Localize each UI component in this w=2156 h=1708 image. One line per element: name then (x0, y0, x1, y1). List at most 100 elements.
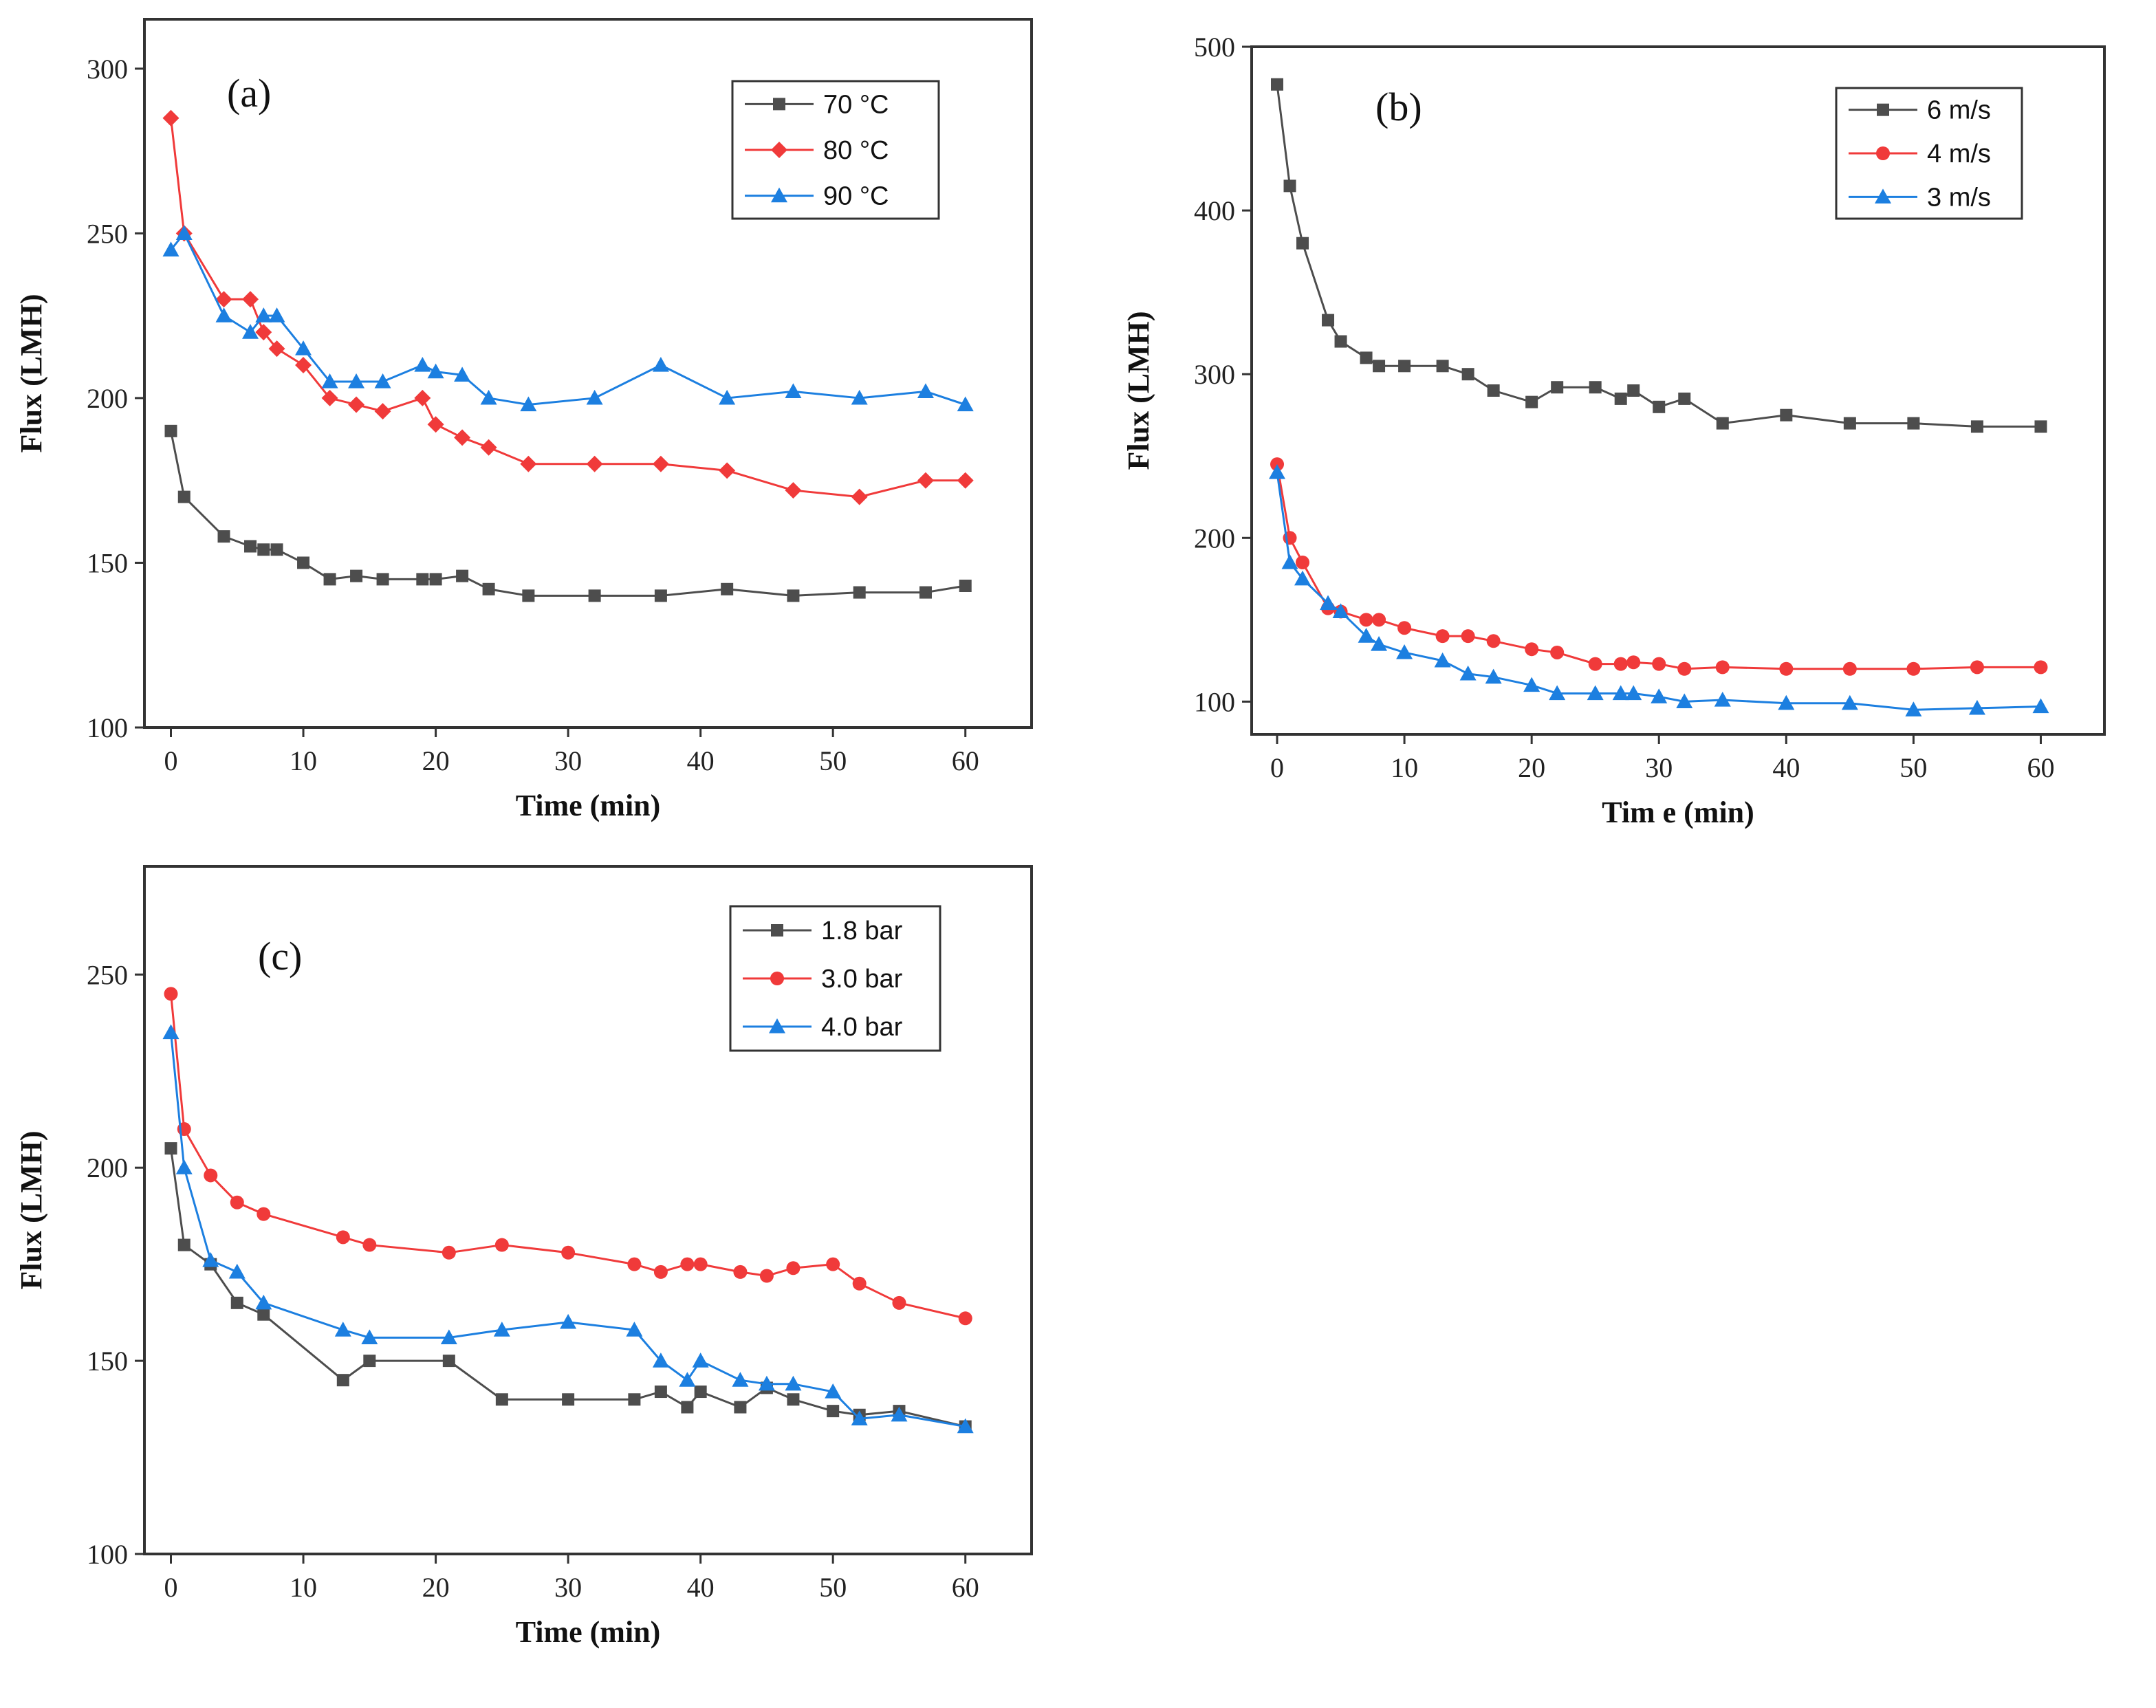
x-axis-title: Time (min) (516, 789, 661, 822)
x-tick-label: 30 (554, 745, 582, 776)
legend-marker (1875, 188, 1891, 204)
data-point (2032, 698, 2049, 714)
data-point (456, 569, 469, 582)
x-tick-label: 30 (554, 1572, 582, 1603)
legend-label: 70 °C (823, 90, 889, 119)
legend-label: 80 °C (823, 136, 889, 165)
legend-label: 6 m/s (1927, 96, 1991, 125)
y-tick-label: 150 (87, 1346, 128, 1377)
data-point (495, 1393, 508, 1406)
data-point (244, 540, 257, 553)
data-point (257, 543, 270, 556)
data-point (268, 340, 285, 358)
data-point (1715, 660, 1730, 675)
data-point (1485, 668, 1502, 684)
data-point (958, 1311, 972, 1326)
data-point (1525, 642, 1539, 657)
panel-b: 0 10 20 30 40 50 60 100 200 300 400 500 (b) Tim e (… (1122, 32, 2106, 829)
data-point (295, 340, 312, 355)
panel-c: 0 10 20 30 40 50 60 100 150 200 250 (c) Time (min)… (14, 865, 1033, 1649)
data-point (721, 582, 734, 595)
data-point (374, 373, 391, 388)
data-point (1676, 693, 1693, 708)
data-point (202, 1252, 219, 1267)
data-point (1525, 395, 1538, 408)
data-point (1970, 660, 1984, 675)
data-point (681, 1401, 694, 1414)
data-point (1296, 556, 1310, 569)
data-point (1359, 613, 1373, 627)
data-point (1780, 408, 1793, 421)
legend-marker (1876, 146, 1890, 160)
tick-group: 0 10 20 30 40 50 60 100 200 300 400 500 (1194, 32, 2054, 783)
data-point (1322, 314, 1335, 327)
y-tick-label: 300 (87, 54, 128, 85)
data-point (1842, 661, 1857, 676)
data-point (228, 1263, 246, 1279)
data-point (1296, 237, 1309, 250)
data-point (719, 462, 736, 479)
data-point (336, 1230, 350, 1245)
data-point (1588, 657, 1602, 671)
legend-marker (771, 187, 787, 203)
x-tick-label: 20 (422, 1572, 450, 1603)
data-point (177, 1238, 190, 1251)
y-tick-label: 300 (1194, 359, 1235, 390)
data-point (1332, 603, 1349, 619)
data-point (321, 389, 338, 406)
legend-marker (769, 1018, 785, 1033)
data-point (1523, 677, 1540, 692)
data-point (1778, 694, 1795, 710)
data-point (1970, 420, 1983, 433)
data-point (892, 1295, 906, 1310)
data-point (480, 439, 497, 456)
data-point (177, 490, 190, 503)
x-tick-label: 10 (1391, 752, 1418, 783)
data-point (586, 455, 603, 472)
data-point (255, 307, 272, 322)
legend: 1.8 bar 3.0 bar 4.0 bar (729, 905, 941, 1052)
data-point (957, 1418, 974, 1434)
data-point (175, 225, 193, 240)
data-point (1626, 655, 1641, 670)
data-point (336, 1374, 349, 1387)
data-point (1398, 360, 1411, 373)
plot-frame (143, 18, 1033, 729)
data-point (440, 1329, 457, 1344)
data-point (429, 573, 442, 586)
x-axis-title: Time (min) (516, 1615, 661, 1649)
data-point (853, 586, 866, 599)
x-tick-label: 50 (819, 745, 847, 776)
data-point (1435, 629, 1450, 644)
data-point (785, 1375, 802, 1391)
legend-label: 3.0 bar (821, 965, 903, 994)
data-point (270, 543, 283, 556)
data-point (268, 307, 285, 322)
legend: 70 °C 80 °C 90 °C (731, 80, 940, 220)
y-tick-label: 200 (87, 383, 128, 414)
data-point (162, 1024, 179, 1040)
data-point (586, 389, 603, 405)
data-point (427, 416, 444, 433)
data-point (257, 1207, 271, 1221)
tick-group: 0 10 20 30 40 50 60 100 150 200 250 300 (87, 54, 979, 776)
data-point (414, 357, 431, 372)
data-point (1651, 688, 1668, 703)
y-tick-label: 400 (1194, 195, 1235, 226)
x-tick-label: 40 (687, 745, 715, 776)
data-point (427, 363, 444, 379)
x-tick-label: 60 (952, 745, 979, 776)
x-tick-label: 0 (164, 745, 178, 776)
data-point (851, 1410, 868, 1425)
data-point (2034, 660, 2048, 675)
data-point (442, 1245, 456, 1260)
y-tick-label: 250 (87, 218, 128, 249)
data-point (442, 1355, 455, 1368)
data-point (1716, 417, 1729, 430)
data-point (561, 1245, 576, 1260)
data-point (1613, 657, 1628, 671)
data-point (217, 530, 230, 543)
data-point (787, 589, 800, 602)
legend-label: 90 °C (823, 182, 889, 211)
data-point (560, 1313, 577, 1329)
